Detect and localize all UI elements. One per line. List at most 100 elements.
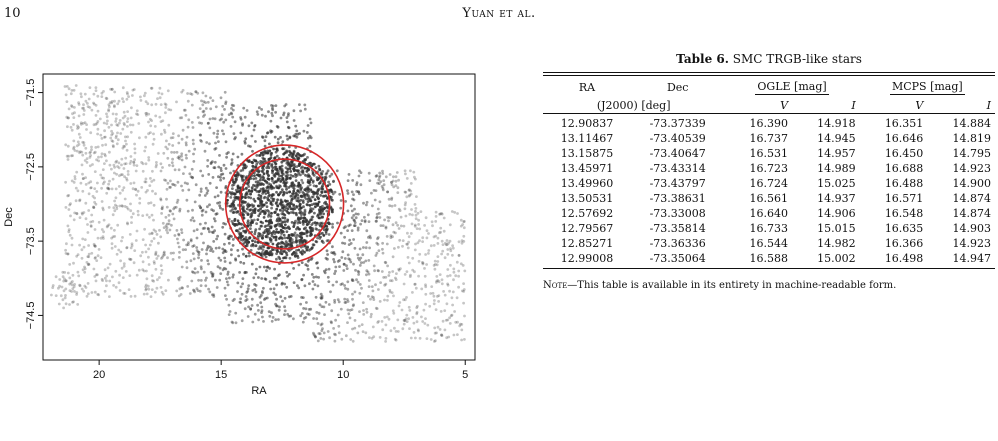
data-point (150, 231, 154, 235)
data-point (440, 282, 444, 286)
data-point (322, 228, 326, 232)
data-point (207, 173, 211, 176)
data-point (302, 317, 306, 320)
data-point (162, 226, 166, 230)
data-point (434, 210, 438, 214)
data-point (231, 211, 235, 214)
data-point (250, 304, 254, 307)
data-point (119, 250, 123, 254)
data-point (331, 225, 334, 229)
col-ogle-v: V (780, 99, 789, 112)
data-point (381, 241, 384, 245)
data-point (378, 174, 382, 178)
data-point (335, 169, 339, 173)
data-point (430, 285, 434, 288)
data-point (78, 199, 81, 203)
data-point (438, 273, 442, 276)
data-point (255, 110, 259, 114)
data-point (92, 92, 96, 96)
data-point (316, 284, 320, 288)
table-cell: 15.002 (817, 252, 856, 265)
data-point (101, 143, 104, 147)
table-cell: 14.923 (952, 237, 992, 250)
data-point (249, 248, 253, 252)
data-point (116, 138, 120, 142)
data-point (221, 251, 225, 255)
data-point (107, 103, 111, 107)
data-point (105, 279, 108, 283)
data-point (73, 211, 77, 215)
data-point (199, 133, 203, 137)
data-point (386, 190, 389, 194)
data-point (90, 291, 94, 294)
data-point (318, 210, 322, 214)
data-point (181, 248, 185, 252)
data-point (275, 304, 278, 308)
data-point (200, 213, 204, 217)
data-point (216, 265, 220, 269)
data-point (192, 219, 196, 223)
data-point (137, 122, 141, 125)
table-cell: 12.57692 (560, 207, 614, 220)
data-point (75, 291, 79, 294)
data-point (184, 248, 188, 252)
data-point (87, 209, 91, 212)
data-point (249, 196, 253, 200)
data-point (164, 106, 168, 109)
data-point (95, 158, 98, 162)
data-point (173, 234, 177, 237)
data-point (156, 152, 160, 155)
data-point (233, 180, 237, 184)
data-point (156, 254, 160, 258)
data-point (346, 253, 350, 257)
data-point (310, 256, 314, 260)
data-point (326, 330, 330, 333)
data-point (281, 299, 284, 303)
data-point (150, 213, 154, 217)
data-point (224, 167, 228, 170)
data-point (206, 189, 210, 193)
scatter-plot: 20 15 10 5−71.5−72.5−73.5−74.5 RA Dec (3, 73, 476, 397)
data-point (392, 185, 396, 189)
data-point (161, 292, 165, 296)
data-point (290, 198, 294, 201)
data-point (208, 203, 211, 207)
data-point (416, 211, 420, 215)
data-point (147, 263, 151, 266)
data-point (285, 187, 288, 191)
data-point (92, 267, 96, 271)
data-point (153, 262, 156, 265)
data-point (103, 135, 106, 139)
data-point (310, 190, 314, 194)
data-point (462, 226, 466, 230)
data-point (148, 232, 152, 236)
data-point (81, 106, 84, 110)
data-point (420, 287, 424, 291)
data-point (169, 179, 172, 183)
data-point (106, 266, 110, 270)
data-point (294, 175, 298, 179)
data-point (230, 112, 234, 116)
data-point (231, 208, 235, 211)
data-point (194, 90, 198, 94)
data-point (124, 139, 127, 143)
data-point (258, 189, 261, 193)
table-cell: 16.724 (749, 177, 789, 190)
data-point (257, 318, 260, 322)
data-point (126, 117, 130, 120)
data-point (125, 206, 129, 209)
data-point (357, 190, 360, 194)
data-point (285, 285, 289, 289)
data-point (72, 285, 76, 289)
data-point (228, 276, 231, 280)
data-point (204, 284, 208, 288)
data-point (343, 235, 346, 239)
data-point (260, 169, 264, 173)
data-point (300, 236, 304, 240)
data-point (181, 286, 184, 290)
data-point (215, 186, 219, 189)
data-point (154, 253, 158, 256)
data-point (288, 227, 291, 231)
data-point (457, 269, 461, 273)
data-point (171, 164, 175, 168)
